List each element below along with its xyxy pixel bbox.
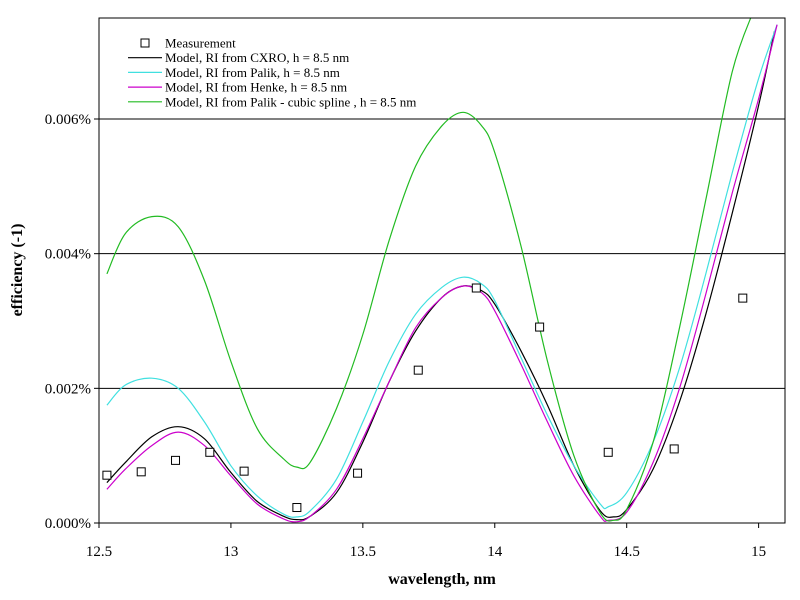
series-line-model-ri-from-palik-h-8-5-nm [106, 24, 778, 518]
legend-label: Model, RI from Palik, h = 8.5 nm [165, 65, 340, 80]
measurement-point [413, 365, 423, 375]
measurement-point [353, 468, 363, 478]
y-tick-label: 0.006% [45, 112, 91, 128]
measurement-point [292, 503, 302, 513]
y-axis: 0.000% 0.002% 0.004% 0.006% [45, 112, 99, 532]
measurement-point [535, 322, 545, 332]
plot-area [99, 18, 785, 523]
measurement-point [136, 467, 146, 477]
legend-label: Model, RI from Henke, h = 8.5 nm [165, 80, 347, 95]
y-tick-label: 0.000% [45, 516, 91, 532]
x-tick-label: 12.5 [86, 544, 112, 560]
series-layer [102, 18, 778, 523]
legend-label: Measurement [165, 36, 236, 51]
measurement-point [205, 447, 215, 457]
x-axis-title: wavelength, nm [388, 571, 496, 588]
x-tick-label: 14.5 [614, 544, 640, 560]
measurement-point [669, 444, 679, 454]
x-axis: 12.5 13 13.5 14 14.5 15 [86, 523, 766, 560]
measurement-point [102, 470, 112, 480]
measurement-point [171, 455, 181, 465]
series-line-model-ri-from-palik-cubic-spline-h-8-5-nm [106, 18, 752, 522]
plot-border [98, 17, 786, 524]
y-tick-label: 0.004% [45, 247, 91, 263]
x-tick-label: 13.5 [350, 544, 376, 560]
y-axis-title: efficiency (-1) [9, 224, 26, 317]
measurement-point [471, 283, 481, 293]
measurement-point [738, 293, 748, 303]
legend-label: Model, RI from CXRO, h = 8.5 nm [165, 50, 349, 65]
x-tick-label: 15 [751, 544, 766, 560]
legend-label: Model, RI from Palik - cubic spline , h … [165, 94, 416, 109]
measurement-point [603, 447, 613, 457]
measurement-point [239, 466, 249, 476]
gridlines [99, 118, 785, 389]
x-tick-label: 13 [223, 544, 238, 560]
x-tick-label: 14 [487, 544, 503, 560]
y-tick-label: 0.002% [45, 381, 91, 397]
series-line-model-ri-from-henke-h-8-5-nm [106, 24, 778, 523]
legend-marker [140, 38, 150, 48]
